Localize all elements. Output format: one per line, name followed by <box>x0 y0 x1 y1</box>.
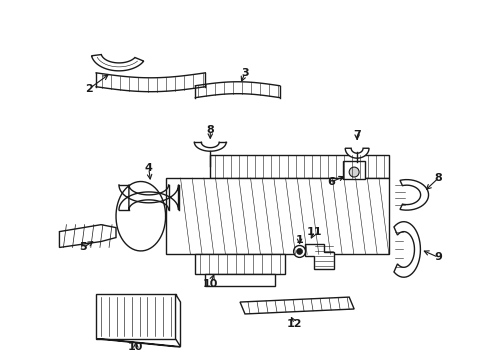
Polygon shape <box>304 244 334 269</box>
Text: 8: 8 <box>206 125 214 135</box>
Text: 5: 5 <box>79 243 87 252</box>
Polygon shape <box>165 178 388 255</box>
Text: 7: 7 <box>352 130 360 140</box>
Text: 2: 2 <box>85 84 93 94</box>
Text: 11: 11 <box>306 226 322 237</box>
Polygon shape <box>175 294 180 347</box>
Text: 8: 8 <box>434 173 442 183</box>
Polygon shape <box>91 54 143 71</box>
Text: 1: 1 <box>295 234 303 244</box>
Circle shape <box>293 246 305 257</box>
Polygon shape <box>210 155 388 178</box>
Polygon shape <box>195 255 284 274</box>
Text: 4: 4 <box>144 163 152 173</box>
Polygon shape <box>96 339 180 347</box>
Text: 10: 10 <box>128 342 143 352</box>
Polygon shape <box>393 222 420 277</box>
Circle shape <box>348 167 358 177</box>
Text: 3: 3 <box>241 68 248 78</box>
Polygon shape <box>399 180 427 210</box>
Text: 9: 9 <box>434 252 442 262</box>
Polygon shape <box>345 148 368 158</box>
Polygon shape <box>60 225 116 247</box>
Polygon shape <box>205 274 274 286</box>
Polygon shape <box>240 297 353 314</box>
Text: 12: 12 <box>286 319 302 329</box>
FancyBboxPatch shape <box>343 161 365 179</box>
Polygon shape <box>96 294 175 339</box>
Text: 10: 10 <box>202 279 218 289</box>
Circle shape <box>296 248 302 255</box>
Text: 6: 6 <box>327 177 335 187</box>
